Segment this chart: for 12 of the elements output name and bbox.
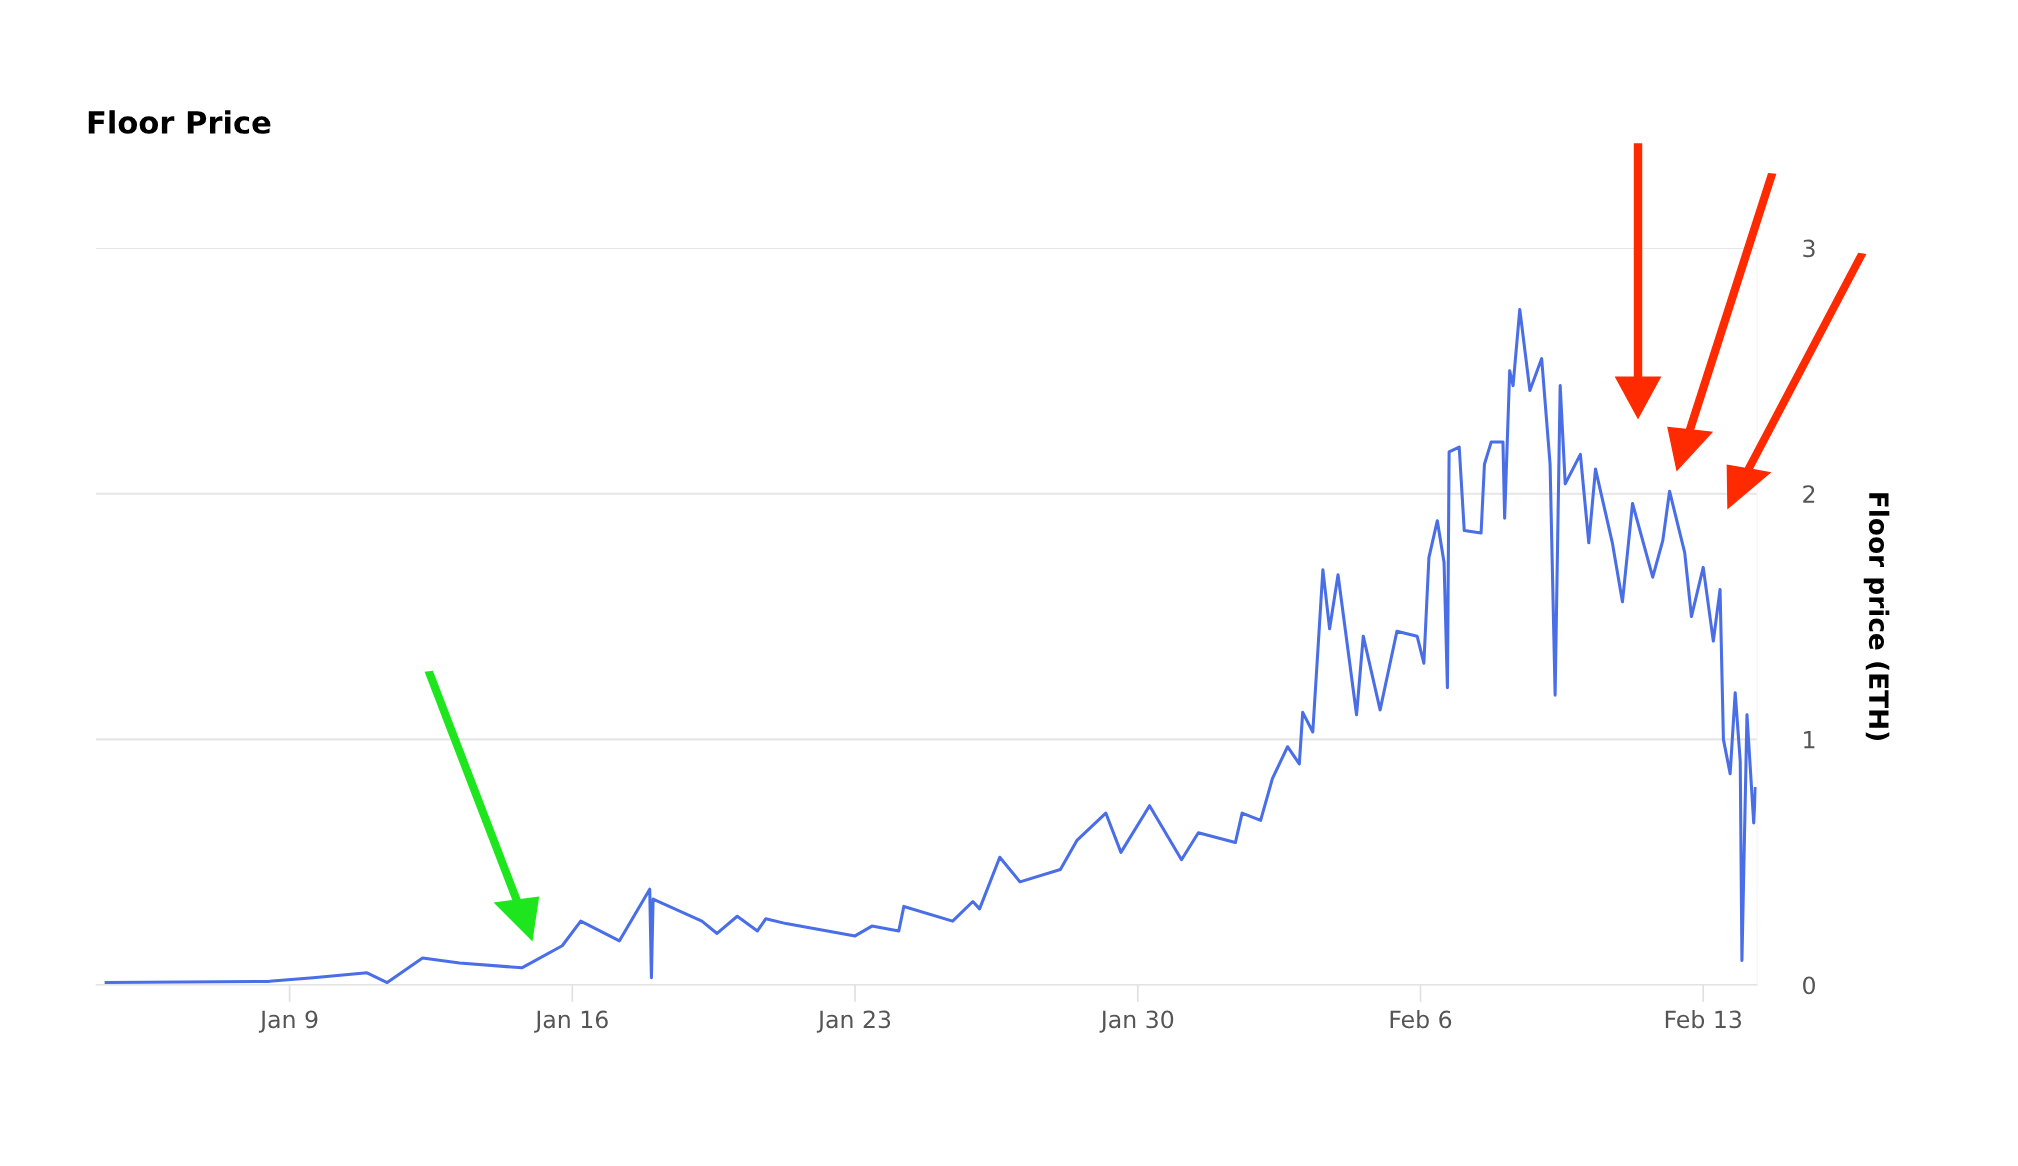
chart-title: Floor Price (88, 110, 271, 134)
x-tick-label: Jan 9 (258, 1010, 318, 1033)
y-tick-label: 1 (1804, 731, 1815, 749)
y-tick-label: 2 (1803, 485, 1815, 503)
y-tick-label: 3 (1803, 239, 1815, 258)
x-tick-label: Feb 6 (1390, 1010, 1452, 1029)
y-tick-label: 0 (1803, 976, 1815, 995)
x-tick-label: Jan 16 (534, 1010, 608, 1033)
x-tick-label: Jan 30 (1099, 1010, 1174, 1033)
x-tick-label: Feb 13 (1665, 1010, 1741, 1029)
y-axis-title: Floor price (ETH) (1863, 493, 1890, 740)
x-tick-label: Jan 23 (816, 1010, 891, 1033)
